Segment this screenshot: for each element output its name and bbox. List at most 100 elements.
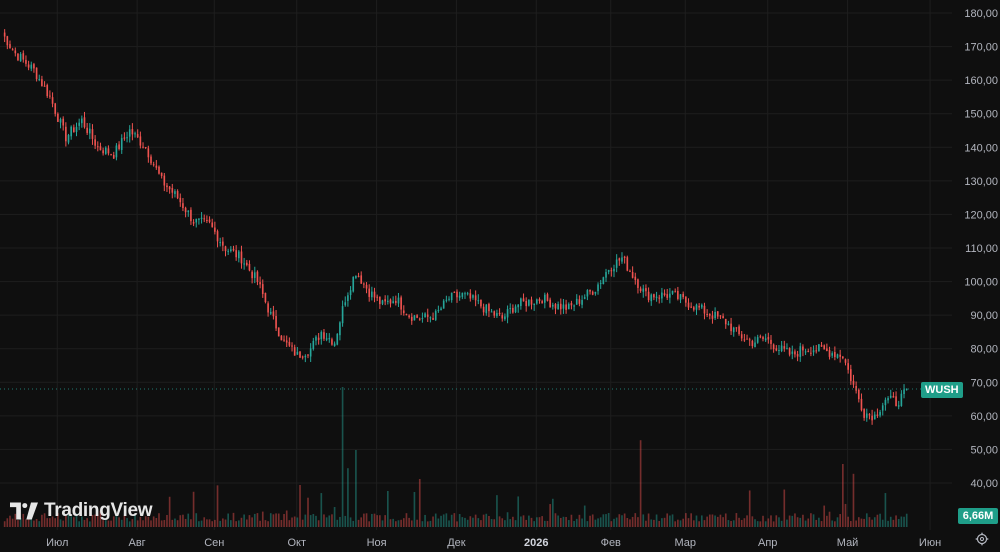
- candle-body: [549, 299, 551, 308]
- candle-body: [139, 136, 142, 146]
- candle-body: [722, 316, 724, 319]
- candle-body: [480, 299, 482, 307]
- candle-body: [307, 354, 309, 356]
- gear-icon[interactable]: [975, 532, 989, 546]
- candle-body: [509, 308, 512, 310]
- volume-bar: [277, 513, 280, 527]
- volume-bar: [33, 520, 35, 527]
- volume-bar: [432, 516, 434, 527]
- volume-bar: [565, 516, 567, 527]
- volume-bar: [461, 517, 464, 527]
- volume-bar: [562, 516, 565, 527]
- volume-bar: [195, 513, 198, 527]
- candle-body: [440, 308, 442, 311]
- volume-bar: [466, 519, 469, 527]
- candle-body: [828, 350, 831, 357]
- candle-body: [618, 258, 621, 261]
- candle-body: [78, 122, 80, 126]
- volume-bar: [594, 519, 597, 527]
- volume-bar: [512, 516, 514, 527]
- candle-body: [115, 145, 118, 158]
- volume-bar: [871, 519, 873, 527]
- candle-body: [41, 79, 43, 87]
- candle-body: [464, 293, 466, 295]
- candle-body: [831, 353, 834, 356]
- volume-bar: [834, 521, 836, 527]
- volume-bar: [450, 514, 453, 527]
- volume-bar: [83, 519, 86, 527]
- volume-bar: [331, 514, 333, 527]
- volume-bar: [104, 520, 107, 527]
- volume-bar: [807, 518, 810, 527]
- volume-bar: [905, 513, 908, 527]
- candle-body: [22, 53, 25, 60]
- candle-body: [277, 327, 280, 337]
- volume-bar: [333, 507, 336, 527]
- candle-body: [839, 354, 841, 357]
- candle-body: [158, 166, 160, 174]
- volume-bar: [472, 517, 474, 527]
- volume-bar: [889, 516, 892, 527]
- volume-bar: [613, 518, 615, 527]
- candle-body: [849, 369, 852, 382]
- volume-bar: [86, 518, 88, 527]
- candle-body: [578, 299, 581, 304]
- candle-body: [352, 276, 355, 292]
- candle-body: [647, 291, 650, 301]
- candle-body: [522, 298, 525, 302]
- candle-body: [190, 209, 192, 222]
- candle-body: [296, 351, 299, 355]
- candle-body: [171, 188, 174, 193]
- candle-body: [421, 318, 424, 320]
- candle-body: [224, 246, 227, 252]
- candle-body: [51, 97, 54, 104]
- volume-bar: [280, 519, 283, 527]
- candle-body: [434, 310, 437, 320]
- candle-body: [94, 139, 96, 146]
- candle-body: [70, 126, 73, 137]
- candle-body: [506, 309, 509, 318]
- volume-bar: [27, 517, 30, 527]
- volume-bar: [629, 519, 631, 527]
- candle-body: [594, 291, 597, 294]
- volume-bar: [897, 518, 900, 527]
- volume-bar: [6, 518, 9, 527]
- volume-bar: [669, 515, 671, 527]
- candle-body: [182, 203, 184, 209]
- volume-bar: [591, 514, 594, 527]
- volume-bar: [320, 493, 323, 527]
- candle-body: [163, 175, 166, 186]
- tradingview-logo[interactable]: TradingView: [10, 500, 153, 522]
- volume-bar: [820, 521, 823, 527]
- volume-bar: [639, 440, 642, 527]
- candle-body: [802, 346, 804, 351]
- volume-bar: [296, 517, 299, 527]
- volume-bar: [480, 520, 482, 527]
- candle-body: [905, 388, 908, 390]
- volume-bar: [881, 519, 884, 527]
- volume-bar: [182, 514, 184, 527]
- candle-body: [333, 343, 336, 346]
- volume-bar: [400, 519, 402, 527]
- candle-body: [373, 291, 376, 298]
- candle-body: [120, 138, 123, 150]
- candle-body: [602, 277, 605, 284]
- volume-bar: [392, 518, 394, 527]
- candle-body: [198, 218, 200, 220]
- candle-body: [501, 315, 504, 319]
- volume-bar: [661, 518, 663, 527]
- candle-body: [791, 351, 794, 354]
- candle-body: [275, 316, 277, 329]
- candle-body: [142, 146, 144, 148]
- volume-bar: [844, 503, 847, 527]
- candle-body: [285, 340, 288, 343]
- volume-bar: [903, 516, 905, 527]
- volume-bar: [815, 519, 818, 527]
- candle-body: [195, 218, 198, 223]
- candle-body: [291, 345, 293, 347]
- volume-bar: [288, 520, 291, 527]
- candle-body: [842, 356, 844, 359]
- candle-body: [868, 414, 871, 416]
- volume-bar: [607, 513, 610, 527]
